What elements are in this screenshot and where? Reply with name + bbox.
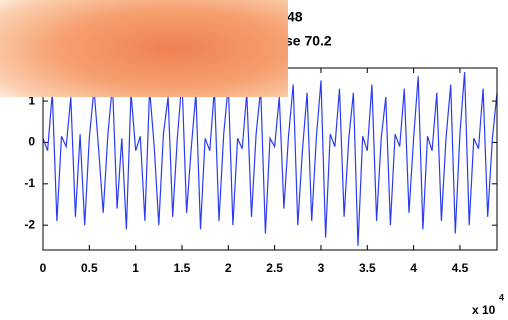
y-tick-label: 0 [28,135,35,149]
x-tick-label: 3 [318,261,325,275]
x-tick-label: 4.5 [452,261,469,275]
plot-area: 0 0.5 1 1.5 2 2.5 3 3.5 4 4.5 -2 -1 0 1 [24,68,498,275]
x-tick-label: 0 [40,261,47,275]
x-tick-label: 2 [225,261,232,275]
y-tick-label: -1 [24,176,35,190]
x-multiplier-exp: 4 [499,292,504,302]
x-tick-label: 0.5 [81,261,98,275]
x-multiplier: x 10 [472,303,496,317]
title-line: 48 [287,9,303,25]
y-tick-label: -2 [24,217,35,231]
x-tick-label: 1 [132,261,139,275]
signal-line [42,72,498,246]
overlay-image [0,0,288,97]
x-tick-label: 4 [410,261,417,275]
title-line: se 70.2 [285,33,332,49]
y-tick-label: 1 [28,93,35,107]
x-tick-label: 2.5 [266,261,283,275]
x-tick-label: 3.5 [359,261,376,275]
x-tick-label: 1.5 [174,261,191,275]
